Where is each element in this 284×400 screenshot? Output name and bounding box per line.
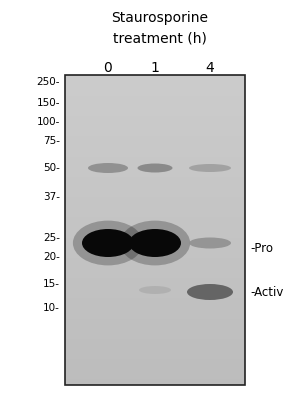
Text: 4: 4 — [206, 61, 214, 75]
Ellipse shape — [73, 221, 143, 266]
Text: 150-: 150- — [37, 98, 60, 108]
Text: Staurosporine: Staurosporine — [112, 11, 208, 25]
Text: 25-: 25- — [43, 233, 60, 243]
Ellipse shape — [82, 229, 134, 257]
Text: 10-: 10- — [43, 303, 60, 313]
Ellipse shape — [137, 164, 172, 172]
Ellipse shape — [88, 163, 128, 173]
Text: -Active: -Active — [250, 286, 284, 300]
Ellipse shape — [139, 286, 171, 294]
Ellipse shape — [129, 229, 181, 257]
Text: 37-: 37- — [43, 192, 60, 202]
Text: 75-: 75- — [43, 136, 60, 146]
Text: 15-: 15- — [43, 279, 60, 289]
Text: treatment (h): treatment (h) — [113, 31, 207, 45]
Text: 100-: 100- — [37, 117, 60, 127]
Text: 20-: 20- — [43, 252, 60, 262]
Bar — [65, 75, 245, 385]
Text: 250-: 250- — [37, 77, 60, 87]
Ellipse shape — [189, 164, 231, 172]
Ellipse shape — [187, 284, 233, 300]
Ellipse shape — [189, 238, 231, 248]
Ellipse shape — [120, 221, 190, 266]
Text: 1: 1 — [151, 61, 159, 75]
Text: 50-: 50- — [43, 163, 60, 173]
Text: 0: 0 — [104, 61, 112, 75]
Text: -Pro: -Pro — [250, 242, 273, 254]
